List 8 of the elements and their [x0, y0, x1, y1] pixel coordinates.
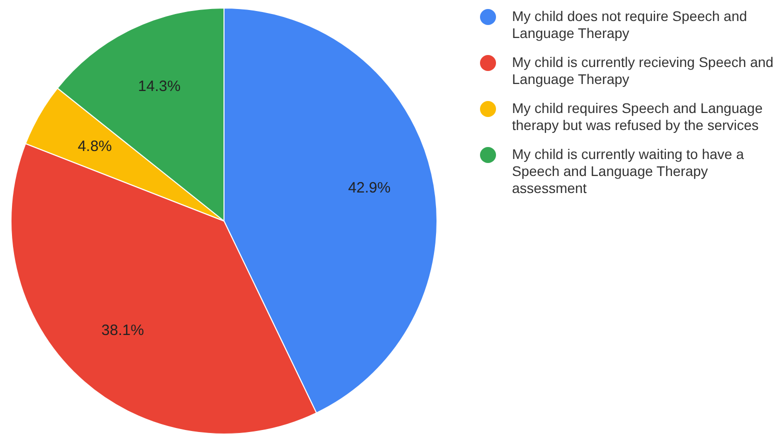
legend-label: My child is currently waiting to have a Speech and Language Therapy assessment: [512, 146, 745, 197]
data-label: 4.8%: [78, 138, 112, 156]
legend-label: My child does not require Speech and Language Therapy: [512, 8, 748, 42]
legend-label: My child requires Speech and Language therapy but was refused by the services: [512, 100, 764, 134]
data-label: 42.9%: [348, 179, 391, 196]
legend-label: My child is currently recieving Speech and Language Therapy: [512, 54, 774, 88]
data-label: 38.1%: [101, 322, 144, 339]
data-label: 14.3%: [138, 78, 181, 96]
